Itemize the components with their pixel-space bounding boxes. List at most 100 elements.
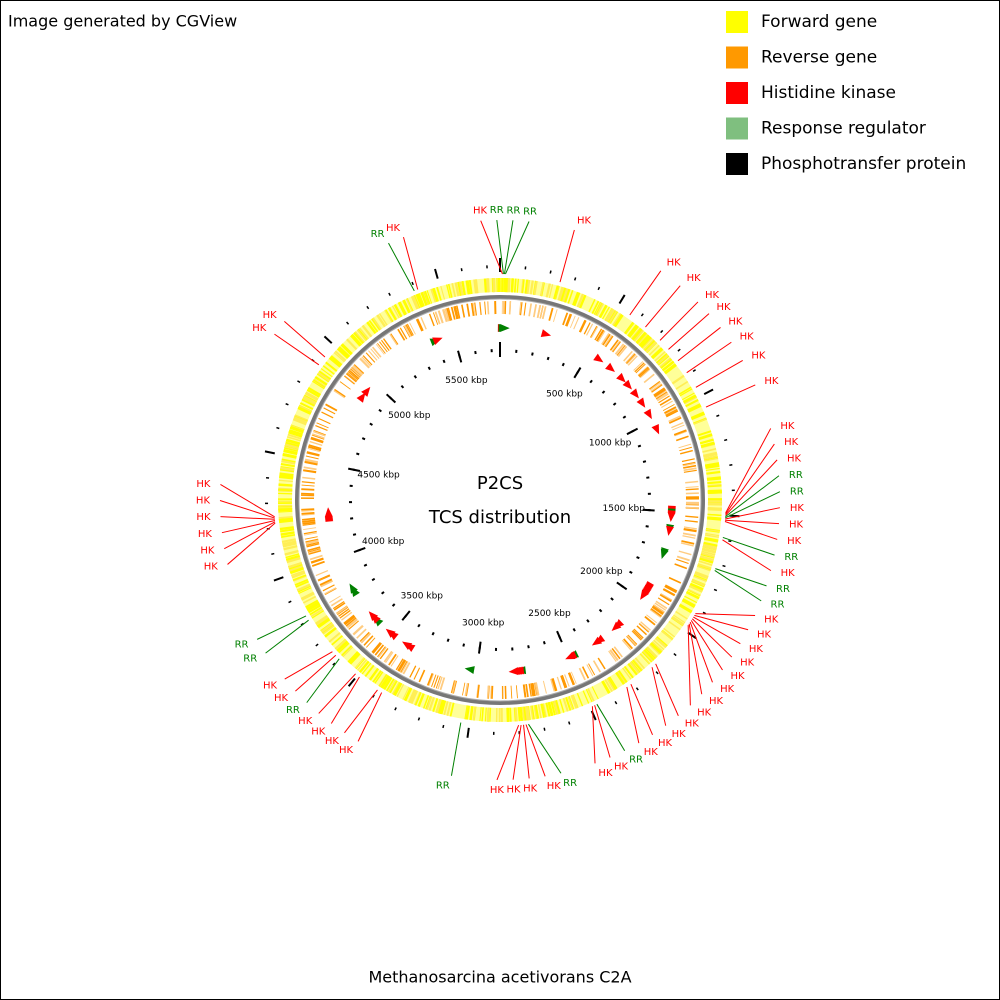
reverse-gene xyxy=(682,461,696,466)
leader-line xyxy=(691,618,733,658)
leader-line xyxy=(724,521,778,540)
leader-line xyxy=(725,443,775,515)
forward-gene xyxy=(629,661,640,674)
feature-marker xyxy=(629,388,639,399)
forward-gene xyxy=(329,356,342,367)
reverse-gene xyxy=(306,543,320,548)
reverse-gene xyxy=(464,683,469,697)
minor-tick xyxy=(660,329,664,334)
feature-label: RR xyxy=(490,205,504,216)
forward-gene xyxy=(481,707,484,722)
reverse-gene xyxy=(377,342,386,354)
forward-gene xyxy=(282,541,297,546)
forward-gene xyxy=(564,288,571,303)
reverse-gene xyxy=(330,598,343,607)
forward-gene xyxy=(609,311,619,324)
reverse-gene xyxy=(374,644,385,656)
forward-gene xyxy=(338,346,350,358)
reverse-gene xyxy=(650,608,662,617)
forward-gene xyxy=(292,574,307,581)
forward-gene xyxy=(531,705,535,720)
minor-tick xyxy=(356,452,360,456)
reverse-gene xyxy=(490,685,492,699)
forward-gene xyxy=(302,595,317,604)
reverse-gene xyxy=(409,322,416,335)
reverse-gene xyxy=(664,407,677,415)
feature-label: HK xyxy=(263,680,278,691)
major-tick xyxy=(556,630,563,643)
forward-gene xyxy=(560,287,567,302)
forward-gene xyxy=(408,689,417,704)
reverse-gene xyxy=(339,609,351,619)
leader-line xyxy=(629,270,662,316)
forward-gene xyxy=(567,696,574,711)
major-tick xyxy=(642,508,655,512)
forward-gene xyxy=(290,425,305,433)
reverse-gene xyxy=(518,302,522,316)
forward-gene xyxy=(576,692,584,707)
leader-line xyxy=(265,619,309,654)
minor-tick xyxy=(677,348,681,352)
forward-gene xyxy=(469,705,474,721)
minor-tick xyxy=(391,603,396,607)
forward-gene xyxy=(595,302,603,316)
minor-tick xyxy=(543,727,546,731)
reverse-gene xyxy=(656,392,668,401)
minor-tick xyxy=(568,721,571,725)
feature-marker xyxy=(385,628,396,638)
forward-gene xyxy=(700,441,715,448)
reverse-gene xyxy=(325,403,338,412)
forward-gene xyxy=(591,686,599,700)
reverse-gene xyxy=(668,416,682,424)
leader-line xyxy=(689,621,713,683)
reverse-gene xyxy=(522,684,527,698)
minor-tick xyxy=(394,707,397,711)
forward-gene xyxy=(280,533,296,538)
forward-gene xyxy=(281,538,296,543)
forward-gene xyxy=(283,449,298,456)
leader-line xyxy=(725,475,780,517)
reverse-gene xyxy=(312,430,326,437)
forward-gene xyxy=(507,278,510,293)
forward-gene xyxy=(577,293,584,308)
reverse-gene xyxy=(322,584,335,592)
forward-gene xyxy=(514,707,518,722)
legend-swatch xyxy=(726,82,748,104)
reverse-gene xyxy=(397,328,406,341)
forward-gene xyxy=(310,608,324,618)
reverse-gene xyxy=(560,675,566,689)
forward-gene xyxy=(349,652,360,665)
feature-label: HK xyxy=(749,644,764,655)
forward-gene xyxy=(305,391,319,401)
minor-tick xyxy=(561,362,565,367)
legend-swatch xyxy=(726,117,748,140)
reverse-gene xyxy=(679,446,693,452)
reverse-gene xyxy=(417,318,424,331)
forward-gene xyxy=(615,671,625,685)
leader-line xyxy=(284,321,326,358)
legend-swatch xyxy=(726,153,748,175)
reverse-gene xyxy=(321,411,334,419)
reverse-gene xyxy=(634,362,645,373)
minor-tick xyxy=(601,390,606,394)
minor-tick xyxy=(427,366,431,371)
forward-gene xyxy=(376,314,387,328)
reverse-gene xyxy=(491,685,494,699)
forward-gene xyxy=(355,657,366,670)
feature-label: RR xyxy=(784,552,798,563)
feature-label: HK xyxy=(789,519,804,530)
minor-tick xyxy=(411,281,414,286)
forward-gene xyxy=(567,290,574,304)
leader-line xyxy=(715,568,767,587)
minor-tick xyxy=(346,321,350,325)
forward-gene xyxy=(280,462,295,467)
forward-gene xyxy=(650,642,663,654)
leader-line xyxy=(523,724,530,779)
forward-gene xyxy=(686,592,699,600)
feature-label: HK xyxy=(263,310,278,321)
forward-gene xyxy=(298,405,312,413)
reverse-gene xyxy=(310,436,324,443)
reverse-gene xyxy=(409,665,417,678)
forward-gene xyxy=(489,707,492,722)
reverse-gene xyxy=(362,355,373,366)
